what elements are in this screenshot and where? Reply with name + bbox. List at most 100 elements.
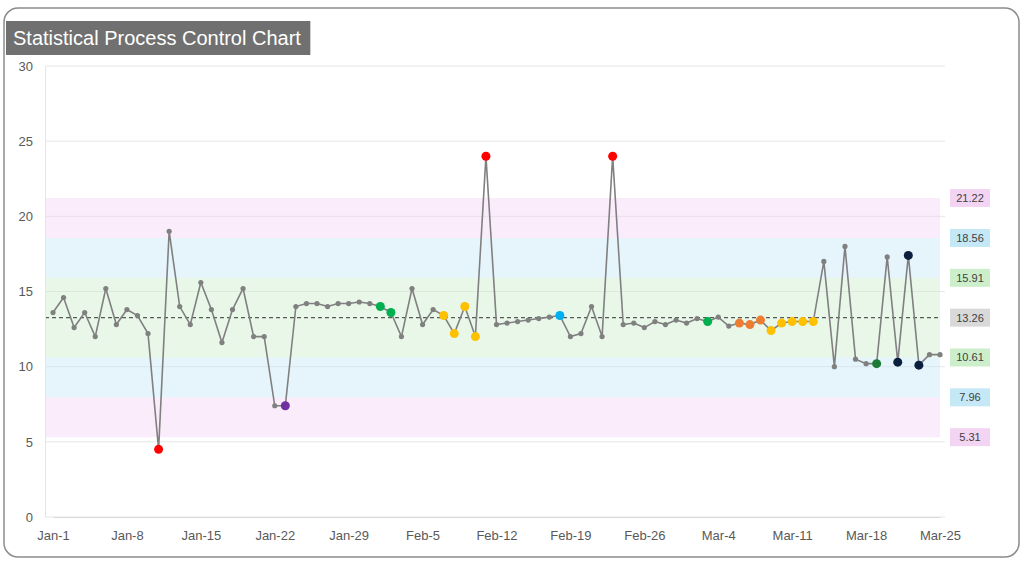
x-tick-label: Jan-1 <box>37 528 70 543</box>
x-axis: Jan-1 Jan-8 Jan-15 Jan-22 Jan-29 Feb-5 Feb-12 F… <box>37 517 961 543</box>
point <box>568 334 573 339</box>
limit-label: 7.96 <box>959 391 980 403</box>
x-tick-label: Jan-29 <box>329 528 369 543</box>
x-tick-label: Jan-15 <box>181 528 221 543</box>
limit-labels: 21.2218.5615.9113.2610.617.965.31 <box>950 189 990 446</box>
x-tick-label: Mar-25 <box>920 528 961 543</box>
highlight-point <box>281 401 290 410</box>
point <box>230 307 235 312</box>
highlight-point <box>703 317 712 326</box>
x-tick: Mar-25 <box>920 517 961 543</box>
y-tick: 25 <box>19 134 45 149</box>
limit-label-box <box>950 348 990 366</box>
point <box>663 322 668 327</box>
grid-line <box>45 66 945 67</box>
point <box>695 316 700 321</box>
point <box>50 310 55 315</box>
x-tick-label: Jan-8 <box>111 528 144 543</box>
limit-label-box <box>950 269 990 287</box>
y-tick: 30 <box>19 59 45 74</box>
point <box>336 301 341 306</box>
limit-label: 10.61 <box>956 351 984 363</box>
point <box>177 304 182 309</box>
data-line <box>53 156 940 449</box>
point <box>420 322 425 327</box>
point <box>937 352 942 357</box>
title: Statistical Process Control Chart <box>13 27 301 49</box>
grid-line <box>45 517 945 518</box>
grid-line <box>45 141 945 142</box>
point <box>821 259 826 264</box>
highlight-point <box>386 308 395 317</box>
highlight-point <box>460 302 469 311</box>
highlight-point <box>154 445 163 454</box>
highlight-point <box>471 332 480 341</box>
highlight-point <box>745 320 754 329</box>
y-tick: 5 <box>26 434 45 449</box>
point <box>853 357 858 362</box>
title-box <box>6 21 310 55</box>
y-tick: 0 <box>26 510 45 525</box>
point <box>346 301 351 306</box>
point <box>188 322 193 327</box>
highlight-point <box>376 302 385 311</box>
x-tick: Mar-4 <box>702 517 736 543</box>
highlight-point <box>756 316 765 325</box>
highlight-point <box>608 152 617 161</box>
point <box>504 320 509 325</box>
point <box>832 364 837 369</box>
highlight-point <box>767 326 776 335</box>
point <box>673 317 678 322</box>
limit-label: 21.22 <box>956 192 984 204</box>
y-tick-label: 30 <box>19 59 33 74</box>
x-tick: Mar-11 <box>773 517 813 543</box>
x-tick: Jan-8 <box>111 517 144 543</box>
point <box>515 319 520 324</box>
control-band <box>45 198 940 238</box>
highlight-point <box>893 358 902 367</box>
y-tick-label: 5 <box>26 434 33 449</box>
x-tick-label: Mar-4 <box>702 528 736 543</box>
point <box>135 313 140 318</box>
x-tick-label: Feb-19 <box>550 528 591 543</box>
point <box>494 322 499 327</box>
point <box>103 286 108 291</box>
control-band <box>45 318 940 358</box>
point <box>325 304 330 309</box>
x-tick: Feb-12 <box>476 517 517 543</box>
point <box>599 334 604 339</box>
highlight-point <box>914 361 923 370</box>
highlight-point <box>777 319 786 328</box>
control-band <box>45 397 940 437</box>
y-tick-label: 20 <box>19 209 33 224</box>
point <box>547 314 552 319</box>
point <box>167 229 172 234</box>
x-tick-label: Mar-18 <box>846 528 887 543</box>
x-tick-label: Jan-22 <box>255 528 295 543</box>
limit-label: 18.56 <box>956 232 984 244</box>
point <box>399 334 404 339</box>
x-tick: Feb-5 <box>406 517 440 543</box>
highlight-point <box>450 329 459 338</box>
y-tick-label: 10 <box>19 359 33 374</box>
x-tick: Jan-29 <box>329 517 369 543</box>
point <box>684 320 689 325</box>
point <box>145 331 150 336</box>
point <box>219 340 224 345</box>
x-tick: Jan-1 <box>37 517 70 543</box>
point <box>314 301 319 306</box>
center-line <box>45 317 940 318</box>
title-group: Statistical Process Control Chart <box>6 21 310 55</box>
x-tick: Jan-15 <box>181 517 221 543</box>
x-tick: Mar-18 <box>846 517 887 543</box>
point <box>621 322 626 327</box>
highlight-point <box>788 317 797 326</box>
y-tick: 15 <box>19 284 45 299</box>
highlight-point <box>439 311 448 320</box>
point <box>589 304 594 309</box>
point <box>642 325 647 330</box>
point <box>536 316 541 321</box>
limit-label-box <box>950 309 990 327</box>
point <box>209 307 214 312</box>
point <box>240 286 245 291</box>
